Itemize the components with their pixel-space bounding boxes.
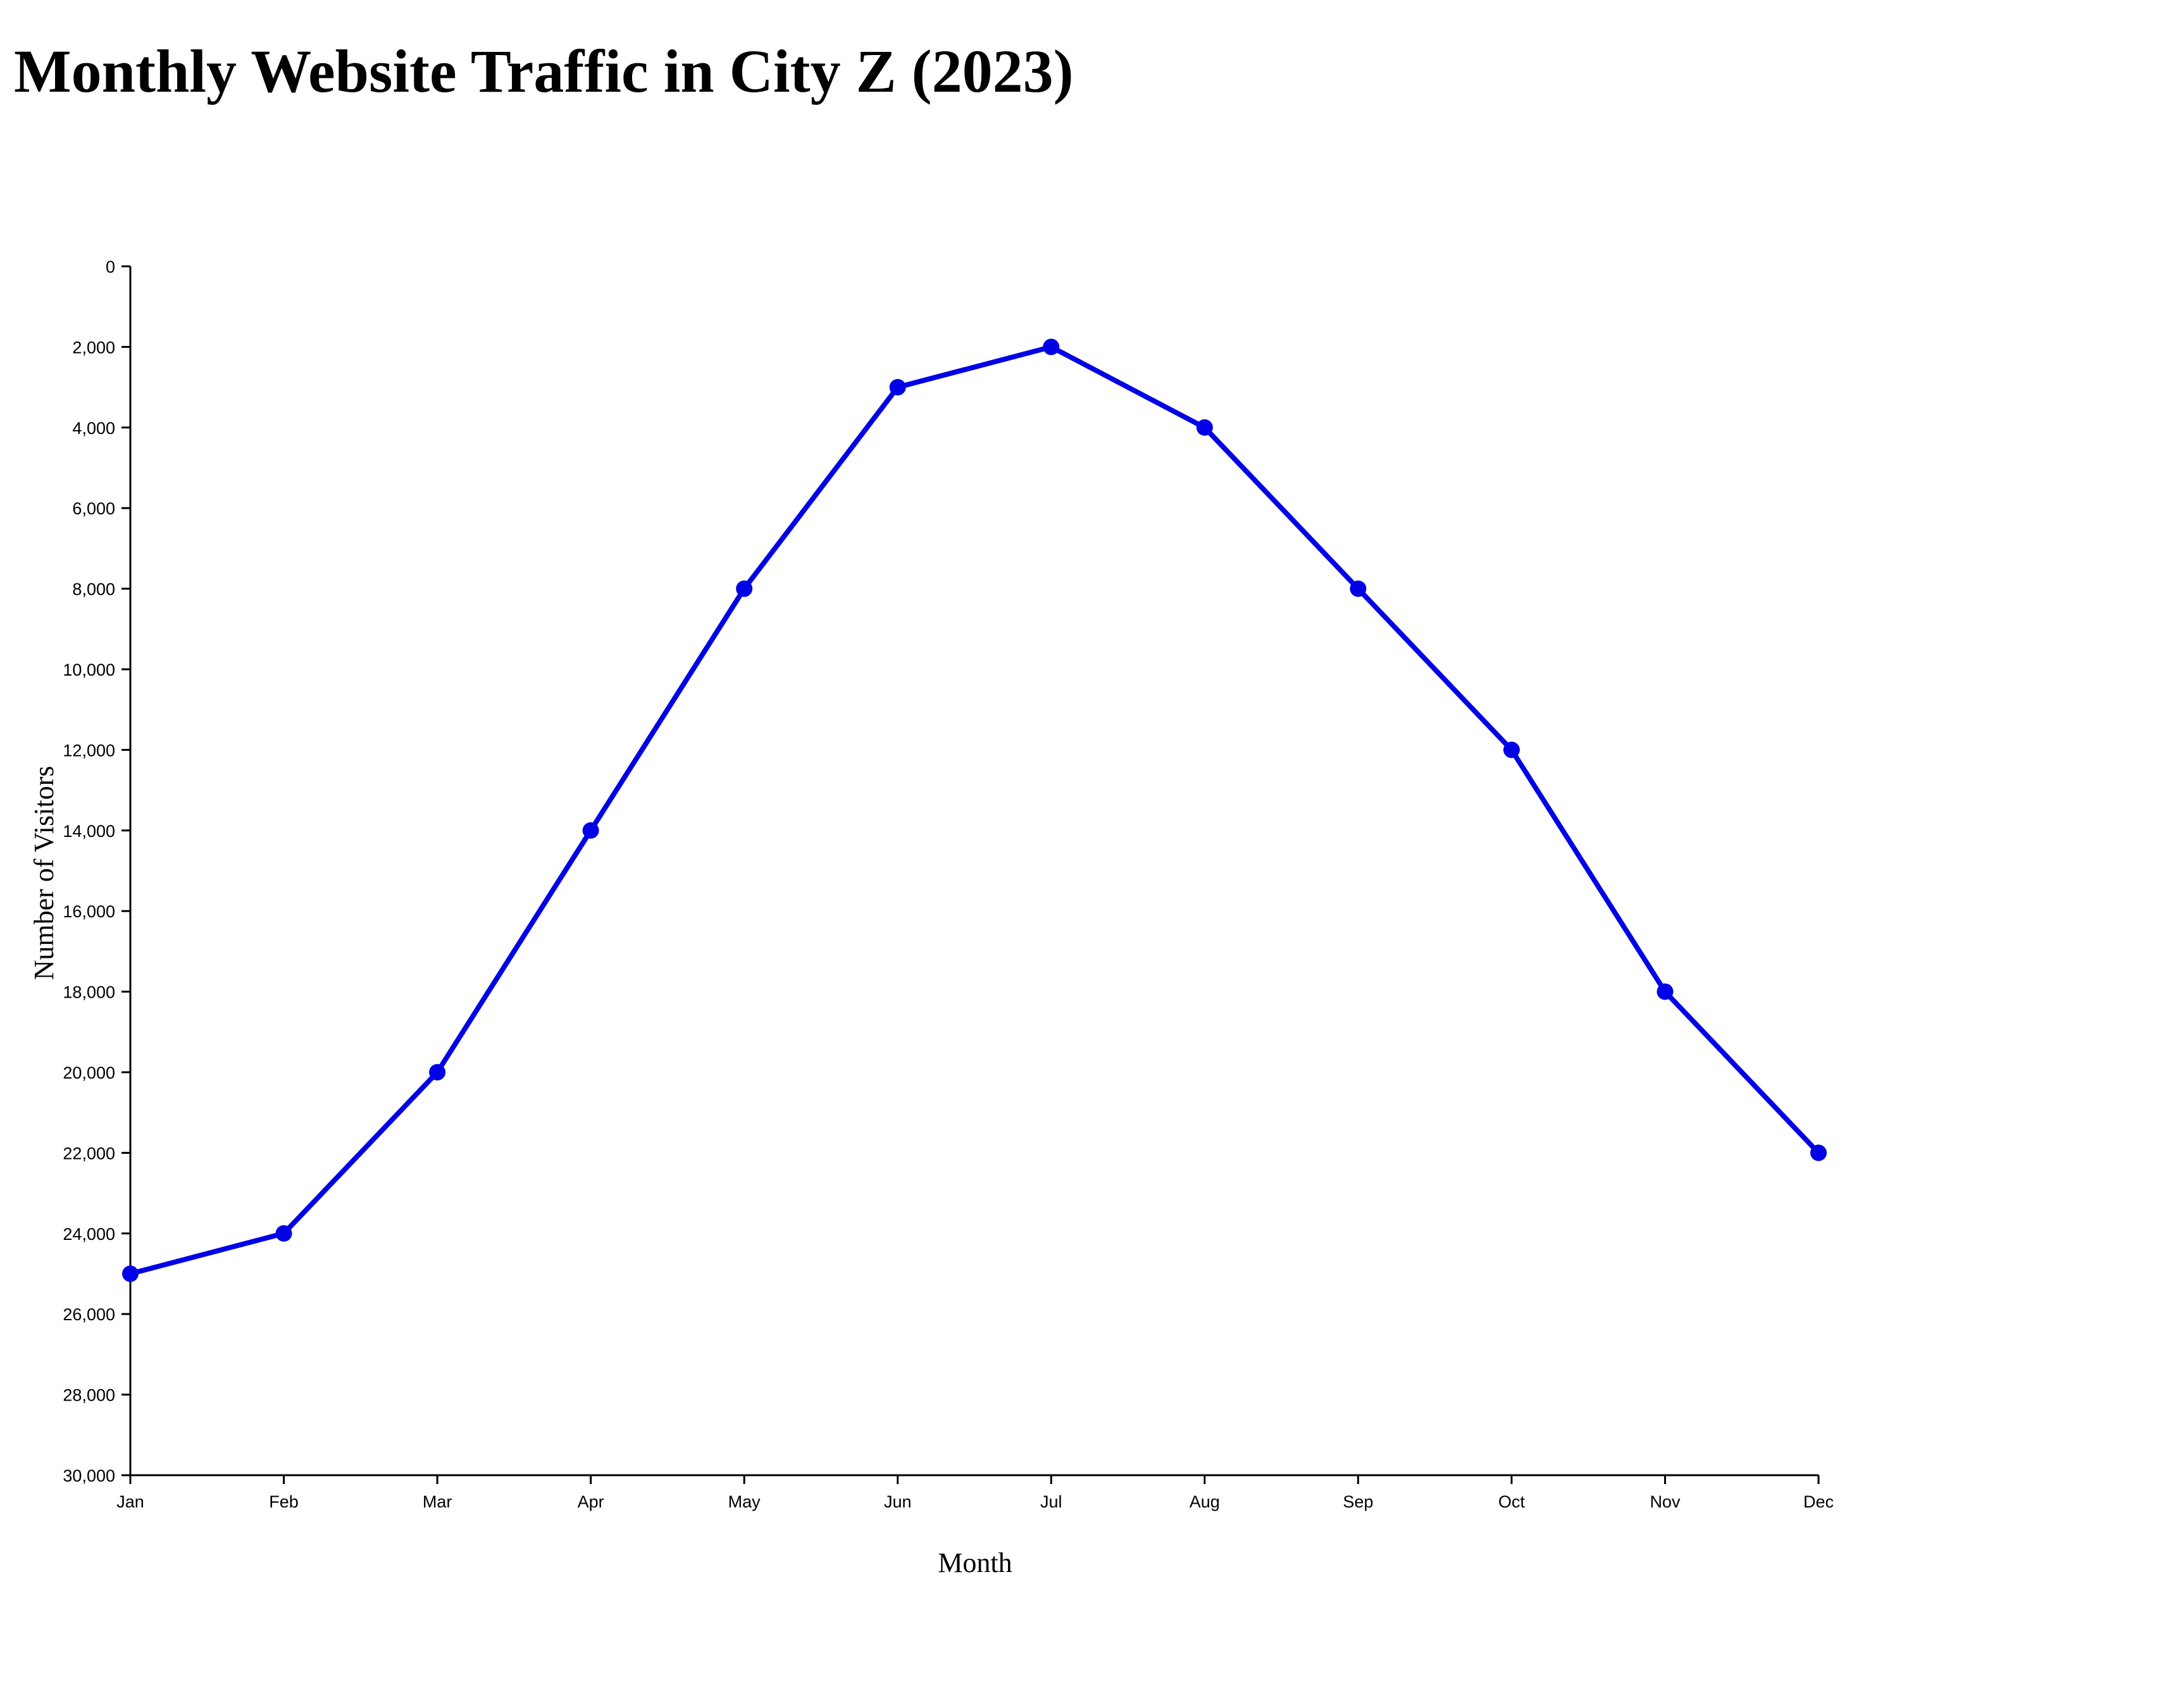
y-tick-label: 12,000 <box>63 741 115 760</box>
x-tick-label: Jun <box>884 1492 912 1511</box>
x-tick-label: Jan <box>116 1492 144 1511</box>
y-tick-label: 14,000 <box>63 822 115 841</box>
y-tick-label: 26,000 <box>63 1305 115 1324</box>
data-point <box>275 1225 292 1242</box>
x-tick-label: Apr <box>578 1492 604 1511</box>
y-tick-label: 24,000 <box>63 1225 115 1244</box>
data-point <box>736 580 753 597</box>
x-tick-label: Sep <box>1343 1492 1373 1511</box>
y-tick-label: 16,000 <box>63 902 115 921</box>
y-tick-label: 30,000 <box>63 1466 115 1485</box>
y-tick-label: 0 <box>106 257 115 276</box>
data-point <box>122 1265 139 1282</box>
x-tick-label: Dec <box>1803 1492 1834 1511</box>
x-axis-title: Month <box>938 1547 1012 1578</box>
y-tick-label: 20,000 <box>63 1063 115 1082</box>
y-tick-label: 6,000 <box>72 499 115 518</box>
x-tick-label: Aug <box>1190 1492 1220 1511</box>
y-axis-title: Number of Visitors <box>28 766 59 981</box>
series-line <box>128 344 1821 1277</box>
data-point <box>1810 1144 1827 1161</box>
data-point <box>1196 419 1213 436</box>
x-tick-label: Mar <box>423 1492 452 1511</box>
y-tick-label: 22,000 <box>63 1144 115 1163</box>
y-axis: 0 2,000 4,000 6,000 8,000 10,000 12,000 14,000 1… <box>63 257 132 1485</box>
data-point <box>1350 580 1367 597</box>
data-point <box>1503 741 1520 758</box>
y-tick-label: 28,000 <box>63 1386 115 1405</box>
x-tick-label: May <box>728 1492 761 1511</box>
y-tick-label: 8,000 <box>72 580 115 599</box>
data-point <box>429 1064 446 1080</box>
x-tick-label: Nov <box>1650 1492 1681 1511</box>
y-tick-label: 18,000 <box>63 983 115 1002</box>
y-tick-label: 2,000 <box>72 338 115 357</box>
x-tick-label: Jul <box>1040 1492 1062 1511</box>
data-point <box>1043 338 1060 356</box>
data-point <box>582 822 599 839</box>
x-tick-label: Oct <box>1498 1492 1526 1511</box>
y-tick-label: 10,000 <box>63 660 115 679</box>
data-point <box>1657 983 1674 1000</box>
x-axis: Jan Feb Mar Apr May Jun Jul Aug Sep Oct Nov Dec <box>116 1474 1834 1511</box>
chart-title: Monthly Website Traffic in City Z (2023) <box>14 37 1074 105</box>
plot-area <box>122 338 1827 1282</box>
data-point <box>889 379 906 396</box>
x-tick-label: Feb <box>269 1492 299 1511</box>
y-tick-label: 4,000 <box>72 419 115 438</box>
